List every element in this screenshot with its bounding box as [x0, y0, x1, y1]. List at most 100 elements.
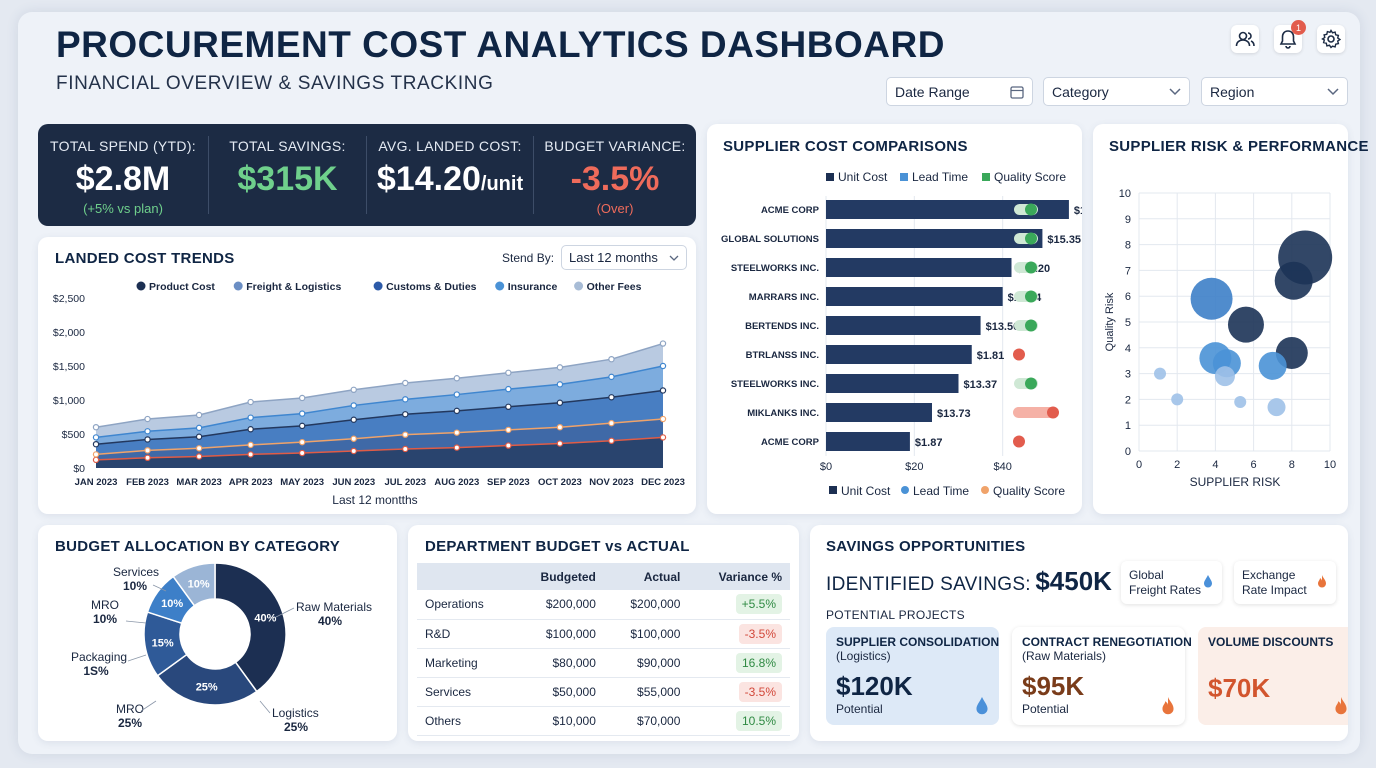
bar-mark [826, 403, 932, 422]
data-point [659, 340, 667, 347]
y-tick-label: $500 [62, 429, 86, 441]
bar-mark [826, 316, 981, 335]
category-filter[interactable]: Category [1043, 77, 1190, 106]
date-range-filter[interactable]: Date Range [886, 77, 1033, 106]
department-budget-title: DEPARTMENT BUDGET vs ACTUAL [425, 538, 690, 555]
table-cell: $200,000 [512, 590, 604, 620]
y-tick-label: $0 [73, 463, 85, 475]
data-point [608, 373, 615, 381]
bell-icon[interactable]: 1 [1274, 20, 1306, 53]
y-tick-label: $1,500 [53, 361, 85, 373]
y-tick-label: 0 [1125, 446, 1131, 458]
kpi-sub: (+5% vs plan) [83, 201, 163, 216]
region-filter[interactable]: Region [1201, 77, 1348, 106]
project-title: CONTRACT RENEGOTIATION [1022, 635, 1192, 649]
variance-pill: 10.5% [735, 710, 782, 731]
users-icon[interactable] [1231, 25, 1259, 53]
project-title: SUPPLIER CONSOLIDATION [836, 635, 1000, 649]
data-point [195, 433, 203, 440]
table-row[interactable]: Operations $200,000 $200,000 +5.5% [417, 590, 790, 620]
scatter-point [1154, 367, 1167, 380]
kpi-unit: /unit [480, 173, 524, 195]
kpi-sub: (Over) [596, 201, 634, 216]
legend-label: Quality Score [994, 170, 1066, 184]
data-point [92, 456, 100, 464]
flame-icon [1335, 697, 1347, 715]
supplier-risk-card [1093, 124, 1348, 514]
date-range-label: Date Range [895, 83, 970, 100]
gear-icon[interactable] [1317, 25, 1345, 53]
supplier-cost-title: SUPPLIER COST COMPARISONS [723, 138, 968, 155]
series-line [95, 389, 664, 445]
bar-mark [826, 432, 910, 451]
calendar-icon [1010, 85, 1024, 99]
data-point [608, 437, 615, 444]
series-line [95, 342, 664, 428]
identified-savings: IDENTIFIED SAVINGS: $450K [826, 566, 1112, 597]
factor-exchange-rate[interactable]: Exchange Rate Impact [1234, 561, 1336, 604]
data-point [608, 355, 615, 363]
project-volume-discounts[interactable]: VOLUME DISCOUNTS $70K [1198, 627, 1348, 725]
x-tick-label: $0 [820, 461, 832, 473]
leader-line [140, 700, 157, 712]
scatter-point [1214, 366, 1235, 387]
kpi-total-spend: TOTAL SPEND (YTD): $2.8M (+5% vs plan) [38, 124, 208, 226]
supplier-cost-chart: Unit Cost Lead Time Quality Score Unit Cost… [721, 170, 1082, 498]
area-series [96, 419, 663, 460]
legend-marker [901, 486, 909, 494]
bar-value-label: $13.50 [986, 321, 1020, 333]
data-point [556, 423, 564, 431]
scatter-point [1267, 398, 1286, 417]
bar-value-label: $15.35 [1047, 234, 1081, 246]
kpi-budget-variance: BUDGET VARIANCE: -3.5% (Over) [534, 124, 696, 226]
table-cell: $80,000 [512, 648, 604, 678]
slice-outer-label: Raw Materials [296, 600, 372, 614]
table-cell: $90,000 [603, 648, 689, 678]
stend-label: Stend By: [502, 251, 555, 265]
x-tick-label: 2 [1174, 459, 1180, 471]
col-header [417, 563, 513, 590]
table-row[interactable]: Others $10,000 $70,000 10.5% [417, 706, 790, 736]
table-row[interactable]: Services $50,000 $55,000 -3.5% [417, 677, 790, 707]
y-tick-label: 6 [1125, 291, 1131, 303]
project-potential: Potential [836, 702, 883, 716]
donut-slice [214, 562, 287, 693]
table-row[interactable]: R&D $100,000 $100,000 -3.5% [417, 619, 790, 649]
kpi-label: TOTAL SPEND (YTD): [50, 138, 196, 154]
scatter-point [1274, 261, 1313, 300]
quality-marker [1025, 377, 1037, 390]
quality-marker [1025, 232, 1037, 245]
project-supplier-consolidation[interactable]: SUPPLIER CONSOLIDATION (Logistics) $120K… [826, 627, 999, 725]
kpi-value: $315K [237, 160, 338, 198]
factor-line1: Exchange [1242, 568, 1296, 582]
data-point [92, 434, 100, 441]
x-tick-label: MAR 2023 [176, 477, 221, 488]
bar-mark [826, 258, 1012, 277]
legend-label: Unit Cost [841, 484, 891, 498]
data-point [247, 414, 254, 421]
kpi-value: $14.20 [376, 160, 481, 198]
table-row[interactable]: Marketing $80,000 $90,000 16.8% [417, 648, 790, 678]
project-contract-renegotiation[interactable]: CONTRACT RENEGOTIATION (Raw Materials) $… [1012, 627, 1192, 725]
data-point [298, 410, 306, 417]
x-tick-label: APR 2023 [229, 477, 273, 488]
y-tick-label: 1 [1125, 420, 1131, 432]
x-tick-label: 10 [1324, 459, 1336, 471]
data-point [92, 451, 100, 458]
legend-label: Lead Time [913, 484, 969, 498]
table-cell: $100,000 [512, 619, 604, 649]
data-point [350, 447, 357, 455]
slice-outer-label: MRO [91, 598, 119, 612]
x-tick-label: FEB 2023 [126, 477, 169, 488]
stend-select[interactable]: Last 12 months [561, 245, 687, 270]
y-axis-label: Quality Risk [1104, 292, 1116, 351]
bar-value-label: $13.73 [937, 408, 971, 420]
factor-global-freight[interactable]: Global Freight Rates [1121, 561, 1222, 604]
variance-pill: 16.8% [735, 652, 782, 673]
scatter-point [1227, 306, 1264, 343]
legend-label: Freight & Logistics [246, 281, 341, 293]
kpi-value: $2.8M [75, 160, 171, 198]
bar-category-label: STEELWORKS INC. [731, 379, 819, 390]
x-tick-label: 0 [1136, 459, 1142, 471]
legend-marker [136, 281, 146, 291]
